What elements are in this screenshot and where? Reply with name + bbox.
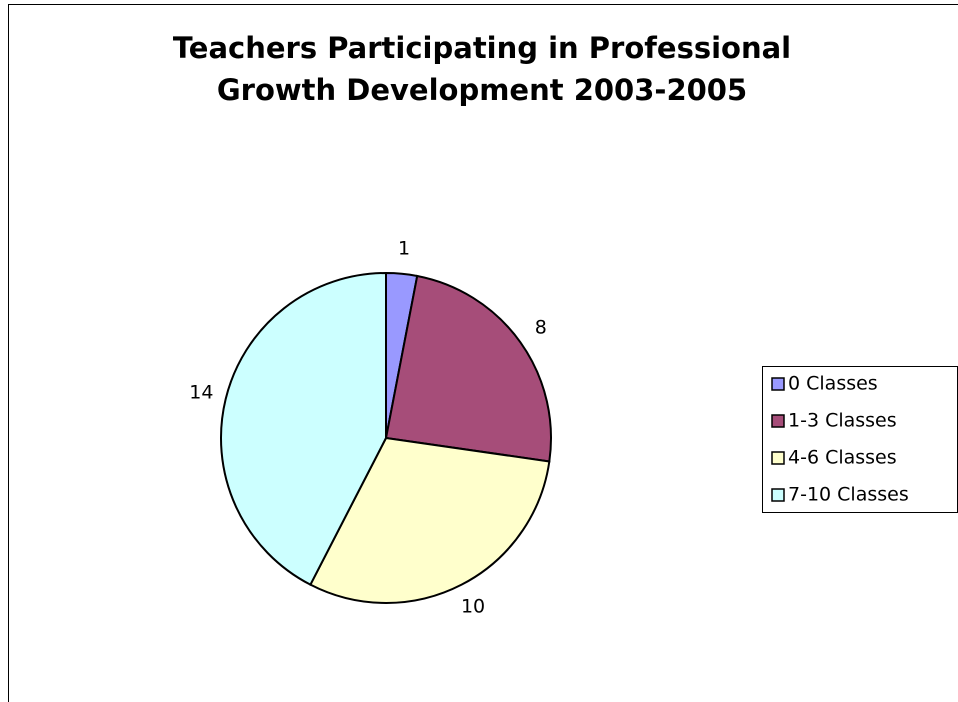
data-label: 14 xyxy=(189,382,213,404)
legend-label: 4-6 Classes xyxy=(788,447,897,469)
pie-slice xyxy=(309,436,551,604)
legend-label: 0 Classes xyxy=(788,373,878,395)
chart-title: Growth Development 2003-2005 xyxy=(217,73,747,107)
data-label: 1 xyxy=(398,237,410,259)
pie-slice xyxy=(384,274,552,463)
legend-box xyxy=(762,366,958,513)
legend-label: 7-10 Classes xyxy=(788,484,909,506)
legend-swatch xyxy=(771,414,785,428)
legend-label: 1-3 Classes xyxy=(788,410,897,432)
legend-swatch xyxy=(771,488,785,502)
data-label: 10 xyxy=(461,595,485,617)
legend-swatch xyxy=(771,451,785,465)
data-label: 8 xyxy=(535,316,547,338)
legend-swatch xyxy=(771,377,785,391)
pie-slice xyxy=(220,271,387,587)
chart-title: Teachers Participating in Professional xyxy=(173,31,791,65)
